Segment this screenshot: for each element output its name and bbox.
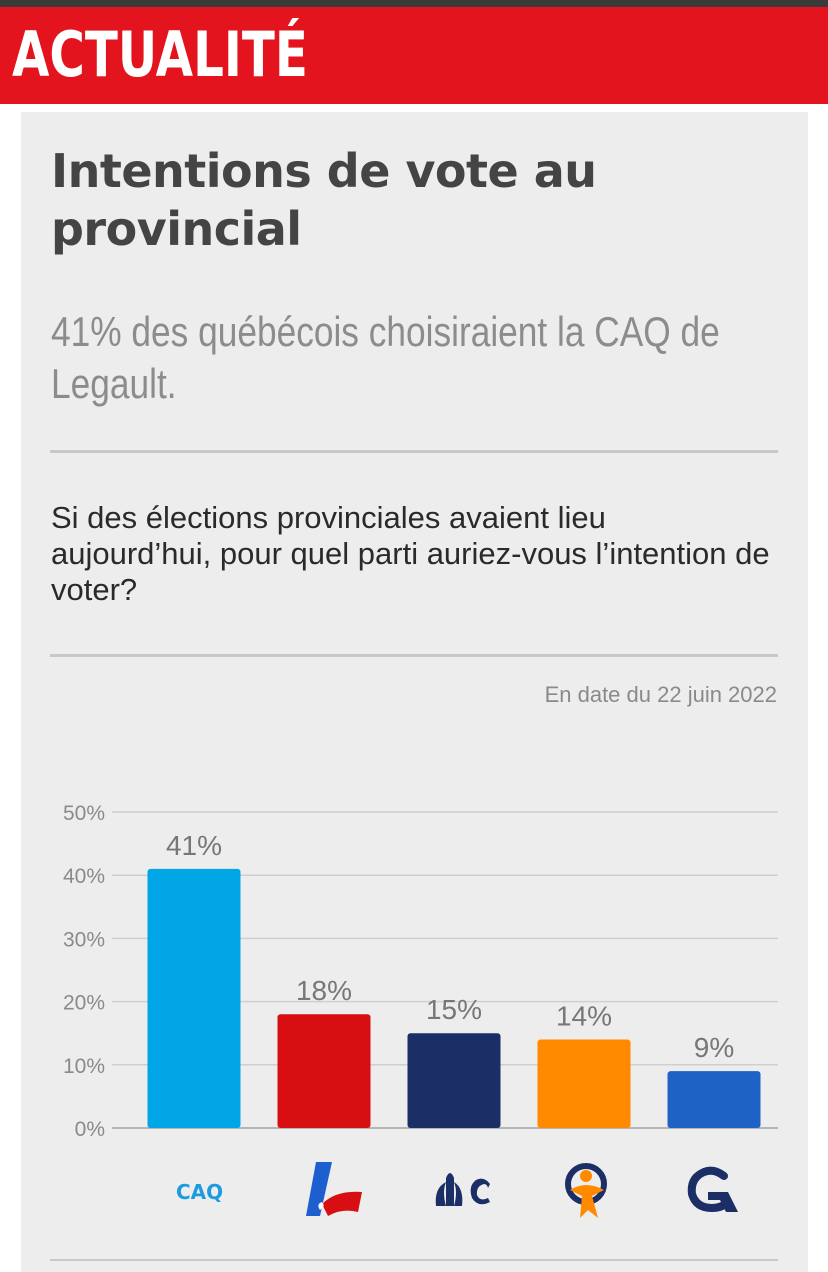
caq-logo-icon: CAQ	[176, 1180, 223, 1204]
divider-bottom	[50, 654, 778, 657]
y-tick-label: 0%	[75, 1118, 105, 1141]
bar-pcq	[667, 1071, 761, 1128]
caq-logo-text: CAQ	[176, 1180, 224, 1204]
value-label: 41%	[166, 830, 222, 861]
bar-qs	[537, 1039, 631, 1128]
y-tick-label: 50%	[63, 802, 105, 825]
plq-logo-icon	[306, 1162, 362, 1216]
y-tick-label: 10%	[63, 1055, 105, 1078]
bar-plq	[277, 1014, 371, 1128]
qs-logo-icon	[565, 1163, 607, 1218]
value-label: 14%	[556, 1001, 612, 1032]
value-label: 18%	[296, 975, 352, 1006]
top-border	[0, 0, 828, 7]
bar-caq	[147, 868, 241, 1128]
y-tick-label: 30%	[63, 928, 105, 951]
date-note: En date du 22 juin 2022	[544, 682, 777, 707]
y-tick-label: 40%	[63, 865, 105, 888]
section-banner: ACTUALITÉ	[0, 7, 828, 104]
headline: Intentions de vote au provincial	[51, 144, 597, 256]
divider-top	[50, 450, 778, 453]
pcq-logo-icon	[687, 1166, 738, 1213]
y-tick-label: 20%	[63, 992, 105, 1015]
bar-pq	[407, 1033, 501, 1128]
banner-title: ACTUALITÉ	[12, 18, 308, 91]
subhead-percent: 41%	[51, 308, 122, 355]
subhead-text: des québécois choisiraient la CAQ de Leg…	[51, 308, 720, 407]
bottom-divider	[50, 1259, 778, 1261]
pq-logo-icon	[435, 1173, 490, 1206]
value-label: 15%	[426, 994, 482, 1025]
value-label: 9%	[694, 1032, 734, 1063]
poll-question: Si des élections provinciales avaient li…	[51, 500, 770, 607]
subhead: 41% des québécois choisiraient la CAQ de…	[51, 306, 807, 410]
